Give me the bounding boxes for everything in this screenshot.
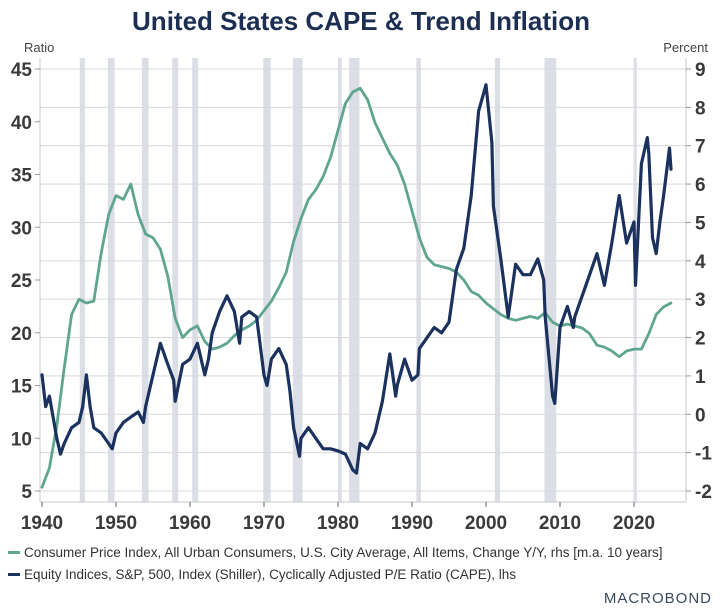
right-tick-label: 4 [695, 252, 706, 273]
x-tick-label: 1990 [391, 513, 433, 534]
right-tick-label: 7 [695, 137, 706, 158]
left-tick-label: 25 [11, 271, 33, 292]
right-tick-label: 3 [695, 290, 706, 311]
x-tick-label: 2000 [465, 513, 507, 534]
legend-label-cape: Equity Indices, S&P, 500, Index (Shiller… [24, 566, 516, 582]
recession-band [349, 58, 360, 502]
x-tick-label: 2010 [539, 513, 581, 534]
gridlines [40, 58, 686, 502]
legend-swatch-cape [8, 572, 20, 576]
x-tick-label: 2020 [613, 513, 655, 534]
left-axis-label: Ratio [24, 40, 55, 55]
left-tick-label: 20 [11, 324, 32, 345]
cpi-trend-line [40, 86, 673, 489]
x-tick-label: 1970 [243, 513, 285, 534]
x-tick-label: 1960 [169, 513, 211, 534]
x-tick-label: 1950 [95, 513, 137, 534]
recession-band [192, 58, 199, 502]
recession-band [494, 58, 501, 502]
chart-title: United States CAPE & Trend Inflation [132, 6, 590, 36]
recession-bands [79, 58, 637, 502]
x-tick-label: 1940 [21, 513, 63, 534]
x-tick-label: 1980 [317, 513, 359, 534]
legend-item-cape: Equity Indices, S&P, 500, Index (Shiller… [8, 563, 663, 585]
legend-item-cpi: Consumer Price Index, All Urban Consumer… [8, 541, 663, 563]
right-axis-label: Percent [663, 40, 708, 55]
right-tick-label: 6 [695, 175, 706, 196]
right-tick-label: 8 [695, 98, 706, 119]
recession-band [338, 58, 342, 502]
right-tick-label: 5 [695, 213, 706, 234]
left-tick-label: 15 [11, 377, 33, 398]
right-tick-label: -1 [695, 444, 712, 465]
macrobond-logo: MACROBOND [603, 590, 712, 607]
recession-band [172, 58, 179, 502]
recession-band [79, 58, 85, 502]
left-tick-label: 40 [11, 113, 32, 134]
cape-line [40, 83, 673, 475]
legend-swatch-cpi [8, 550, 20, 554]
recession-band [263, 58, 271, 502]
right-tick-label: 1 [695, 367, 706, 388]
left-tick-label: 35 [11, 166, 33, 187]
series-lines [40, 83, 673, 489]
right-tick-label: 0 [695, 405, 706, 426]
recession-band [107, 58, 115, 502]
recession-band [141, 58, 149, 502]
recession-band [292, 58, 303, 502]
right-tick-label: 9 [695, 60, 706, 81]
right-tick-label: -2 [695, 482, 712, 503]
legend: Consumer Price Index, All Urban Consumer… [8, 541, 663, 585]
left-tick-label: 30 [11, 218, 32, 239]
right-tick-label: 2 [695, 329, 706, 350]
recession-band [416, 58, 421, 502]
left-tick-label: 45 [11, 60, 33, 81]
recession-band [544, 58, 557, 502]
left-tick-label: 5 [21, 482, 32, 503]
legend-label-cpi: Consumer Price Index, All Urban Consumer… [24, 544, 663, 560]
left-tick-label: 10 [11, 429, 32, 450]
